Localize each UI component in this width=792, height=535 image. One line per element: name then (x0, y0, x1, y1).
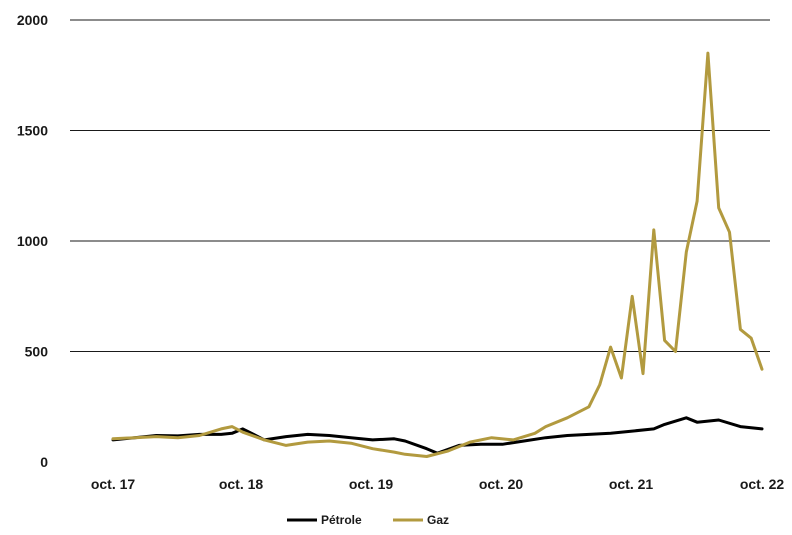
gridlines (70, 19, 770, 352)
x-tick-label: oct. 17 (91, 476, 136, 492)
y-tick-label: 1500 (17, 123, 48, 139)
series-line-petrole (111, 416, 764, 455)
x-tick-label: oct. 21 (609, 476, 654, 492)
legend-label: Pétrole (321, 513, 362, 527)
x-tick-label: oct. 22 (740, 476, 785, 492)
y-tick-label: 0 (40, 454, 48, 470)
y-tick-label: 1000 (17, 233, 48, 249)
x-tick-label: oct. 19 (349, 476, 394, 492)
legend: Pétrole Gaz (287, 513, 449, 527)
y-tick-label: 2000 (17, 12, 48, 28)
series-line-gaz (111, 51, 764, 458)
series-lines (111, 51, 764, 458)
x-axis-tick-labels: oct. 17 oct. 18 oct. 19 oct. 20 oct. 21 oct. … (91, 476, 785, 492)
y-axis-tick-labels: 0 500 1000 1500 2000 (17, 12, 48, 470)
legend-label: Gaz (427, 513, 449, 527)
x-tick-label: oct. 18 (219, 476, 264, 492)
y-tick-label: 500 (25, 344, 49, 360)
x-tick-label: oct. 20 (479, 476, 524, 492)
